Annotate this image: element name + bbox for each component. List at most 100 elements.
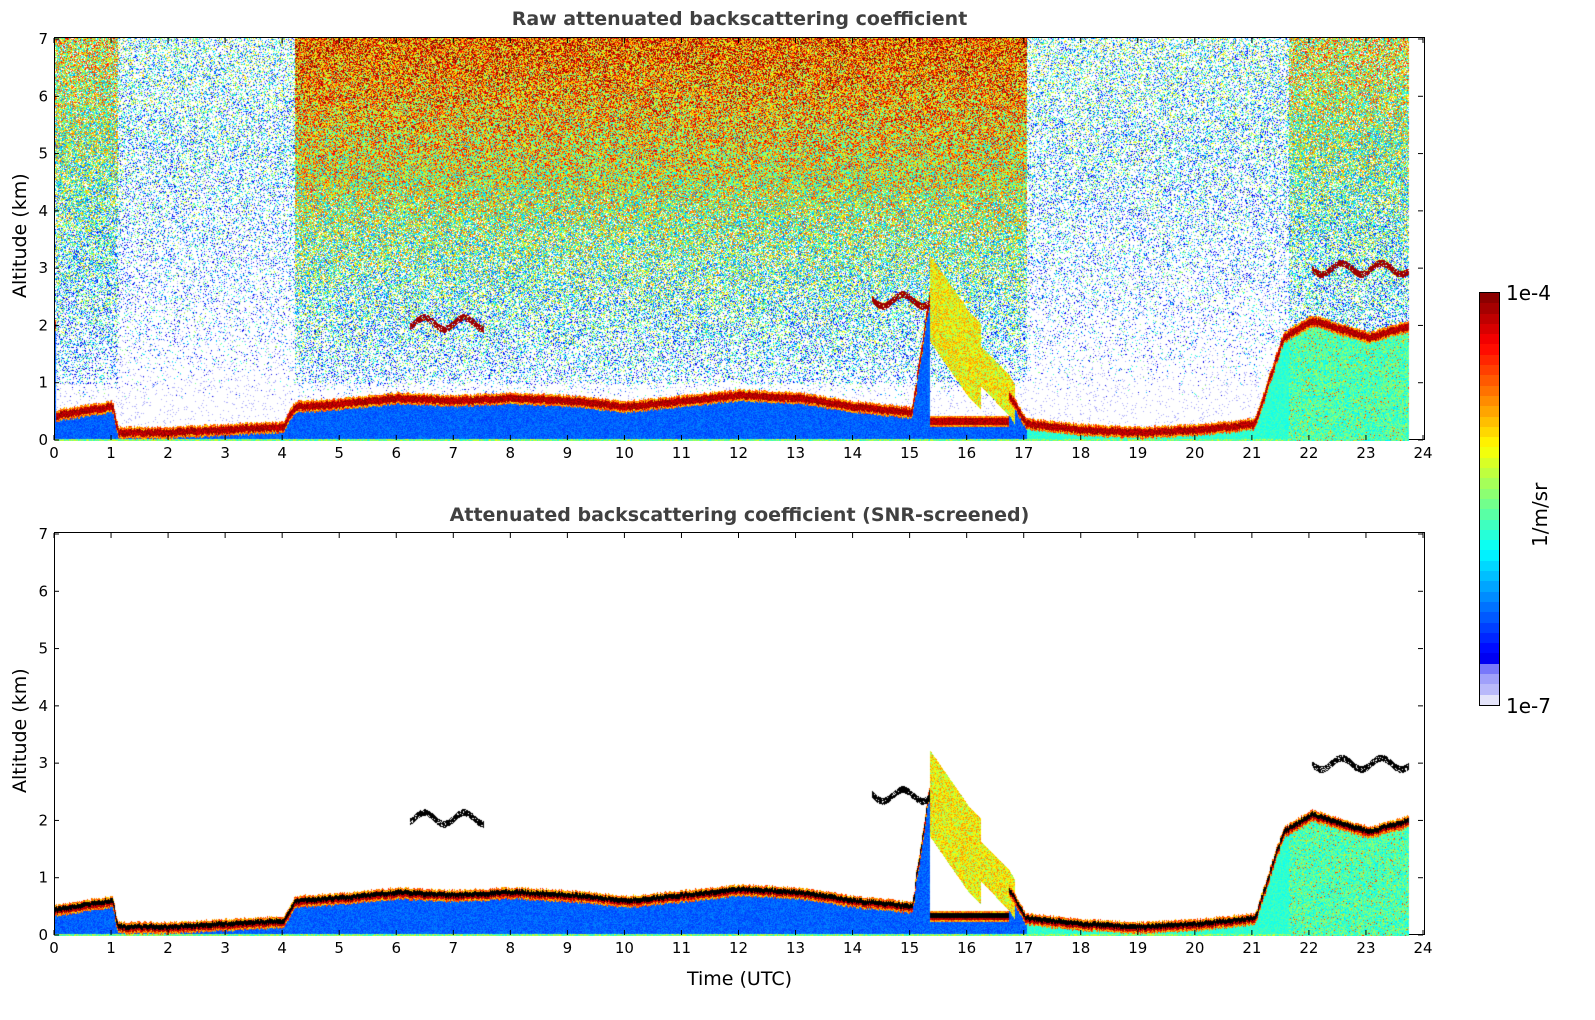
colorbar-swatch: [1480, 303, 1499, 314]
colorbar-swatch: [1480, 344, 1499, 355]
colorbar-swatch: [1480, 673, 1499, 685]
colorbar-swatch: [1480, 365, 1499, 376]
x-tick-label: 6: [391, 939, 401, 957]
x-tick-label: 0: [49, 444, 59, 462]
x-tick-label: 10: [615, 444, 634, 462]
colorbar-swatch: [1480, 437, 1499, 448]
x-tick-label: 11: [672, 444, 691, 462]
x-tick-label: 15: [900, 444, 919, 462]
colorbar-swatch: [1480, 468, 1499, 479]
raw-backscatter-heatmap: 0 1 2 3 4 5 6 7 8 9 10 11 12 13 14 15 16 17 18 19 20 21 22 23 24…: [38, 30, 1432, 462]
axes: 0 1 2 3 4 5 6 7 8 9 10 11 12 13 14 15 16 17 18 19 20 21 22 23 24…: [38, 525, 1432, 957]
x-tick-label: 22: [1299, 939, 1318, 957]
colorbar-swatch: [1480, 540, 1499, 551]
x-axis-label: Time (UTC): [686, 968, 793, 990]
y-tick-label: 2: [38, 811, 48, 829]
y-tick-label: 7: [38, 30, 48, 48]
x-tick-label: 10: [615, 939, 634, 957]
x-tick-label: 13: [786, 939, 805, 957]
y-tick-label: 6: [38, 87, 48, 105]
x-tick-label: 18: [1071, 939, 1090, 957]
screened-backscatter-heatmap: 0 1 2 3 4 5 6 7 8 9 10 11 12 13 14 15 16 17 18 19 20 21 22 23 24…: [38, 525, 1432, 957]
x-tick-label: 3: [220, 444, 230, 462]
colorbar-swatch: [1480, 478, 1499, 489]
x-tick-label: 3: [220, 939, 230, 957]
colorbar-swatch: [1480, 426, 1499, 438]
x-tick-label: 1: [106, 444, 116, 462]
colorbar-swatch: [1480, 406, 1499, 417]
colorbar-swatch: [1480, 323, 1499, 335]
axes: 0 1 2 3 4 5 6 7 8 9 10 11 12 13 14 15 16 17 18 19 20 21 22 23 24…: [38, 30, 1432, 462]
colorbar-swatch: [1480, 293, 1499, 304]
y-tick-label: 0: [38, 926, 48, 944]
top-panel-title: Raw attenuated backscattering coefficien…: [511, 8, 968, 30]
x-tick-label: 7: [449, 939, 459, 957]
colorbar-swatch: [1480, 622, 1499, 633]
x-tick-label: 5: [334, 939, 344, 957]
colorbar-swatch: [1480, 498, 1499, 510]
x-tick-label: 0: [49, 939, 59, 957]
x-tick-label: 9: [563, 939, 573, 957]
x-tick-label: 12: [729, 939, 748, 957]
x-tick-label: 17: [1014, 939, 1033, 957]
x-tick-label: 16: [957, 939, 976, 957]
y-tick-label: 2: [38, 316, 48, 334]
x-tick-label: 22: [1299, 444, 1318, 462]
colorbar-swatch: [1480, 334, 1499, 345]
x-tick-label: 5: [334, 444, 344, 462]
x-tick-label: 1: [106, 939, 116, 957]
x-tick-label: 8: [506, 444, 516, 462]
colorbar-swatch: [1480, 529, 1499, 541]
colorbar-swatch: [1480, 447, 1499, 458]
x-tick-label: 20: [1185, 939, 1204, 957]
colorbar-swatch: [1480, 612, 1499, 623]
x-tick-label: 17: [1014, 444, 1033, 462]
x-tick-label: 7: [449, 444, 459, 462]
x-tick-label: 21: [1242, 939, 1261, 957]
colorbar-swatch: [1480, 643, 1499, 654]
colorbar-swatch: [1480, 457, 1499, 469]
colorbar-swatch: [1480, 395, 1499, 407]
colorbar-swatch: [1480, 519, 1499, 530]
x-tick-label: 24: [1413, 444, 1432, 462]
x-tick-label: 6: [391, 444, 401, 462]
x-tick-label: 19: [1128, 939, 1147, 957]
colorbar-unit-label: 1/m/sr: [1528, 482, 1552, 547]
x-tick-label: 2: [163, 444, 173, 462]
colorbar-swatch: [1480, 632, 1499, 644]
x-tick-label: 18: [1071, 444, 1090, 462]
x-tick-label: 4: [277, 444, 287, 462]
colorbar-swatch: [1480, 694, 1499, 705]
colorbar-swatch: [1480, 591, 1499, 602]
colorbar-swatch: [1480, 560, 1499, 572]
y-tick-label: 1: [38, 869, 48, 887]
colorbar-swatch: [1480, 601, 1499, 613]
colorbar-swatch: [1480, 488, 1499, 499]
colorbar-swatch: [1480, 416, 1499, 427]
colorbar-min-label: 1e-7: [1506, 694, 1551, 718]
colorbar-swatch: [1480, 663, 1499, 674]
bottom-y-axis-label: Altitude (km): [9, 668, 31, 793]
x-tick-label: 21: [1242, 444, 1261, 462]
colorbar-max-label: 1e-4: [1506, 281, 1551, 305]
x-tick-label: 11: [672, 939, 691, 957]
y-tick-label: 3: [38, 754, 48, 772]
x-tick-label: 19: [1128, 444, 1147, 462]
heatmap-image: [55, 38, 1426, 441]
colorbar-swatch: [1480, 375, 1499, 386]
x-tick-label: 23: [1356, 444, 1375, 462]
colorbar-swatch: [1480, 509, 1499, 520]
y-tick-label: 7: [38, 525, 48, 543]
colorbar-swatch: [1480, 313, 1499, 324]
x-tick-label: 24: [1413, 939, 1432, 957]
x-tick-label: 16: [957, 444, 976, 462]
x-tick-label: 2: [163, 939, 173, 957]
x-tick-label: 20: [1185, 444, 1204, 462]
y-tick-label: 5: [38, 145, 48, 163]
colorbar: [1479, 292, 1500, 706]
colorbar-swatch: [1480, 550, 1499, 561]
y-tick-label: 4: [38, 697, 48, 715]
y-tick-label: 0: [38, 431, 48, 449]
x-tick-label: 15: [900, 939, 919, 957]
